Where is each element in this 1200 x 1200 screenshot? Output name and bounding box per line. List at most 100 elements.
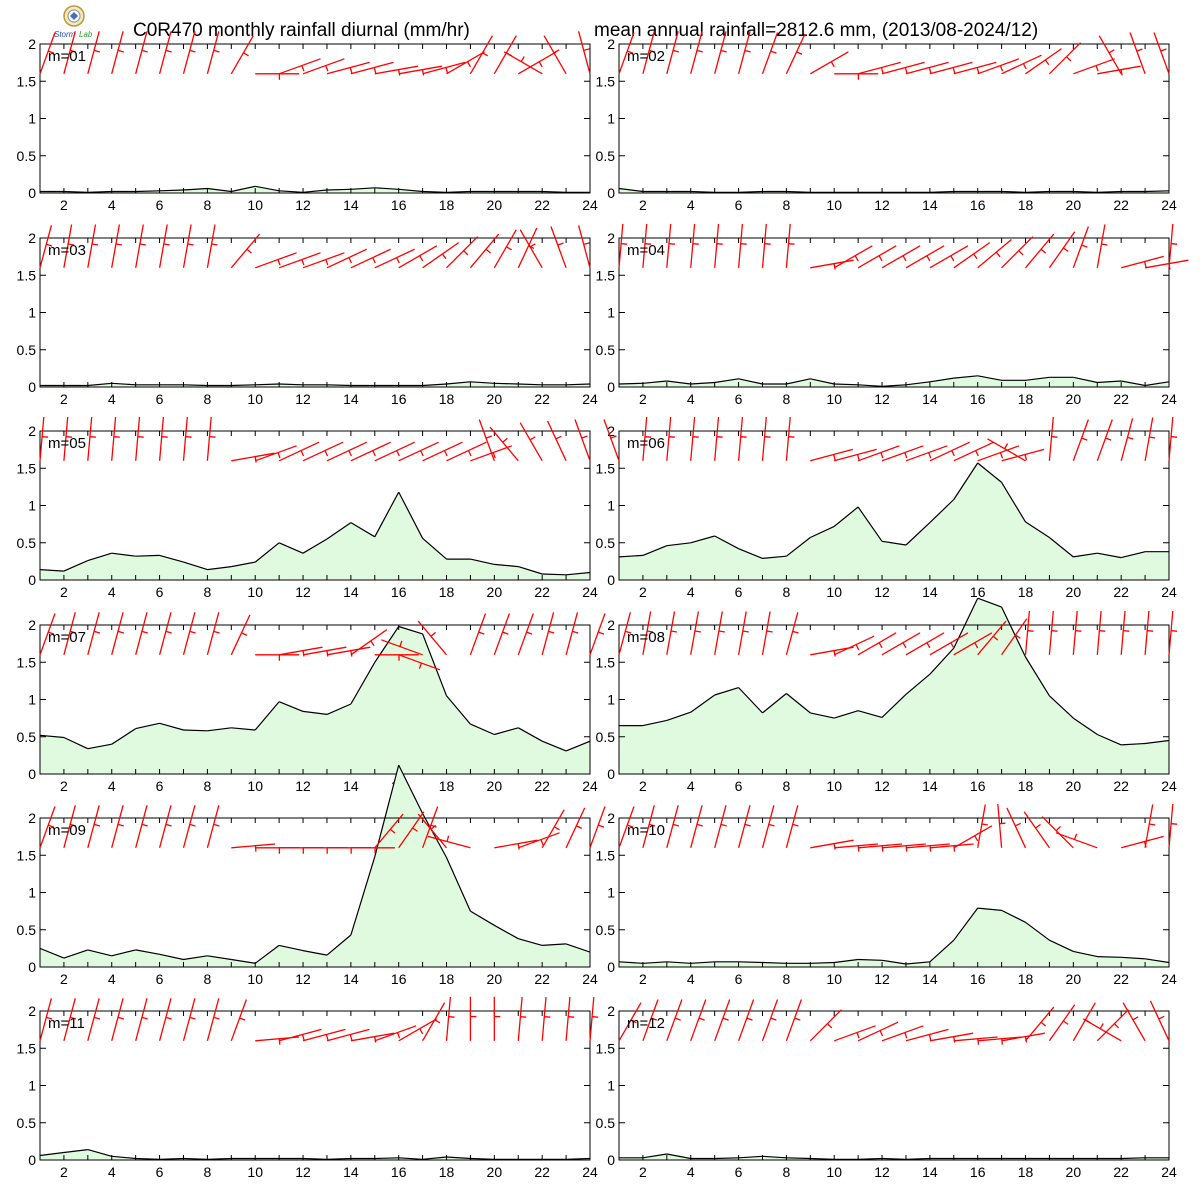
x-tick-label: 16 [970,584,986,600]
wind-barb-flag [929,845,932,852]
rainfall-line-segment [619,961,643,964]
wind-barb [1096,419,1113,462]
wind-barb [977,1036,1022,1042]
x-tick-label: 18 [1018,584,1034,600]
rainfall-line-segment [87,552,112,562]
rainfall-line-segment [207,187,232,193]
wind-barb [87,31,100,74]
wind-barb-flag [904,67,908,74]
x-tick-label: 24 [582,584,598,600]
wind-barb-flag [492,452,496,459]
x-tick-label: 12 [295,1164,311,1180]
wind-barb [1025,233,1055,269]
rainfall-line-segment [642,1153,667,1159]
wind-barb-flag [246,248,252,254]
wind-barb [417,813,447,849]
rainfall-line-segment [302,189,328,193]
x-tick-label: 6 [735,197,743,213]
rainfall-line-segment [135,554,160,557]
rainfall-line-segment [881,384,907,387]
wind-barb [206,416,212,461]
wind-barb [1001,1032,1046,1042]
wind-barb-flag [1149,436,1156,439]
rainfall-line-segment [446,695,471,725]
wind-barb-flag [649,823,656,827]
x-tick-label: 24 [1161,778,1177,794]
x-tick-label: 14 [922,584,938,600]
wind-barb-flag [857,845,860,852]
wind-barb [519,229,543,269]
wind-barb-flag [953,1036,956,1043]
wind-barb-flag [538,61,543,68]
rainfall-line-segment [374,187,399,190]
wind-barb [1121,835,1164,849]
wind-barb-flag [506,246,512,251]
wind-barb-flag [928,67,932,74]
y-tick-label: 0.5 [17,729,37,745]
wind-barb-flag [855,644,860,651]
wind-barb-flag [583,48,590,52]
rainfall-line-segment [494,382,519,385]
wind-barb-flag [189,49,196,53]
x-tick-label: 14 [922,778,938,794]
rainfall-area [40,381,590,387]
wind-barb-flag [213,630,220,634]
rainfall-line-segment [690,381,715,385]
x-tick-label: 4 [687,391,695,407]
panel-frame [618,817,1170,968]
wind-barb [182,612,196,655]
y-tick-label: 2 [607,617,615,633]
wind-barb-flag [740,436,747,438]
x-tick-label: 20 [1066,1164,1082,1180]
wind-barb-flag [592,1016,599,1018]
wind-barb-flag [1022,63,1027,70]
y-tick-label: 0 [607,1152,615,1168]
wind-barb [1096,224,1106,268]
rainfall-line-segment [542,943,567,946]
x-tick-label: 16 [391,197,407,213]
rainfall-line-segment [1001,606,1027,658]
wind-barb [761,611,771,655]
wind-barb-flag [692,243,699,245]
wind-barb-flag [502,437,508,443]
wind-barb [350,61,394,75]
x-tick-label: 2 [639,1164,647,1180]
panel-6: 00.511.522 4 6 8 10 12 14 16 18 20 22 24m=06 [596,416,1178,600]
panel-frame [618,1010,1170,1161]
x-tick-label: 16 [970,1164,986,1180]
x-tick-label: 12 [295,778,311,794]
wind-barb-flag [485,435,492,439]
y-tick-label: 2 [607,423,615,439]
wind-barb [87,224,97,268]
rainfall-line-segment [953,375,978,379]
wind-barb [1168,610,1174,655]
x-tick-label: 10 [826,971,842,987]
wind-barb [63,416,69,461]
wind-barb-flag [187,243,194,246]
x-tick-label: 10 [247,391,263,407]
wind-barb-flag [91,243,99,246]
x-tick-label: 14 [922,971,938,987]
rainfall-line-segment [183,561,208,571]
wind-barb [1120,610,1126,655]
y-tick-label: 0.5 [17,1115,37,1131]
rainfall-line-segment [183,384,208,387]
wind-barb [398,811,425,849]
rainfall-line-segment [183,955,208,961]
y-tick-label: 0.5 [596,729,616,745]
rainfall-line-segment [1097,956,1122,958]
wind-barb-flag [746,1017,753,1021]
wind-barb [87,612,100,655]
rainfall-line-segment [1001,909,1026,923]
panel-1: 00.511.522 4 6 8 10 12 14 16 18 20 22 24m=01 [17,31,598,213]
wind-barb-flag [878,255,883,262]
wind-barb-flag [672,49,680,53]
rainfall-line-segment [1048,695,1074,719]
wind-barb-flag [581,435,588,439]
rainfall-line-segment [159,1157,184,1160]
wind-barb [278,1028,322,1042]
wind-barb [489,426,519,462]
x-tick-label: 8 [782,1164,790,1180]
wind-barb-flag [1171,243,1178,245]
wind-barb-flag [418,662,423,669]
